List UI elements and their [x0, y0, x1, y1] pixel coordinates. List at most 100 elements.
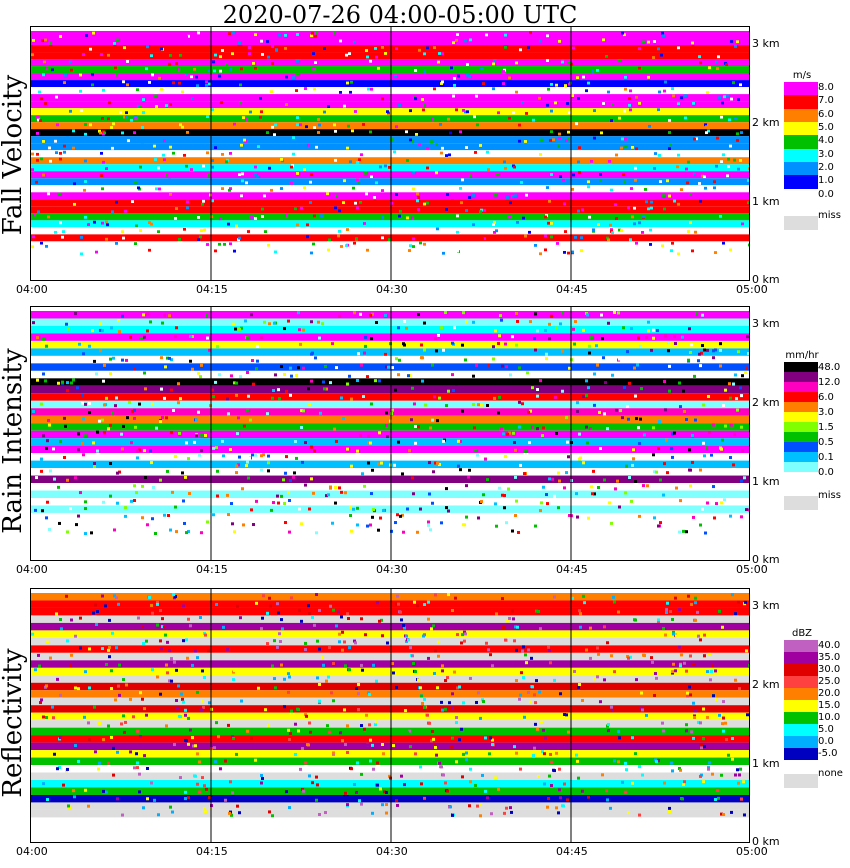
heatmap-cell	[222, 454, 225, 458]
heatmap-cell	[546, 186, 549, 189]
heatmap-cell	[707, 394, 710, 398]
heatmap-cell	[333, 31, 336, 35]
heatmap-cell	[110, 686, 113, 690]
heatmap-cell	[400, 618, 403, 622]
heatmap-cell	[153, 798, 156, 802]
heatmap-cell	[436, 419, 439, 423]
heatmap-cell	[411, 386, 414, 390]
heatmap-cell	[279, 640, 282, 644]
heatmap-cell	[221, 49, 224, 52]
y-tick-label: 3 km	[752, 36, 780, 50]
heatmap-cell	[655, 470, 658, 474]
heatmap-cell	[102, 160, 105, 164]
heatmap-cell	[175, 326, 178, 330]
heatmap-cell	[91, 329, 94, 333]
heatmap-cell	[640, 706, 643, 710]
heatmap-cell	[617, 610, 620, 614]
legend-unit: dBZ	[791, 628, 813, 639]
heatmap-cell	[566, 440, 569, 444]
heatmap-cell	[381, 189, 384, 192]
heatmap-cell	[59, 151, 62, 155]
heatmap-cell	[643, 433, 646, 437]
heatmap-cell	[206, 115, 209, 119]
heatmap-cell	[710, 453, 713, 457]
heatmap-cell	[364, 335, 367, 339]
heatmap-cell	[323, 110, 326, 114]
heatmap-cell	[207, 69, 210, 73]
heatmap-cell	[206, 336, 209, 340]
heatmap-cell	[665, 611, 668, 615]
heatmap-cell	[438, 500, 441, 504]
heatmap-cell	[198, 790, 201, 794]
heatmap-cell	[522, 676, 525, 680]
heatmap-cell	[126, 83, 129, 87]
heatmap-cell	[122, 714, 125, 718]
heatmap-cell	[664, 80, 667, 84]
heatmap-cell	[359, 312, 362, 316]
heatmap-cell	[402, 530, 405, 534]
heatmap-cell	[294, 752, 297, 756]
heatmap-cell	[697, 359, 700, 363]
heatmap-cell	[109, 494, 112, 498]
heatmap-cell	[576, 409, 579, 413]
heatmap-cell	[48, 210, 51, 213]
heatmap-cell	[634, 394, 637, 398]
heatmap-cell	[508, 431, 511, 435]
heatmap-cell	[504, 56, 507, 59]
heatmap-cell	[146, 766, 149, 770]
heatmap-cell	[260, 773, 263, 777]
heatmap-cell	[657, 759, 660, 763]
heatmap-cell	[219, 55, 222, 59]
heatmap-cell	[671, 432, 674, 436]
heatmap-row	[31, 520, 749, 528]
heatmap-row	[31, 438, 749, 446]
heatmap-cell	[568, 513, 571, 517]
heatmap-cell	[249, 418, 252, 422]
heatmap-cell	[501, 493, 504, 497]
heatmap-cell	[254, 453, 257, 457]
heatmap-cell	[687, 358, 690, 362]
heatmap-cell	[115, 241, 118, 245]
heatmap-cell	[442, 773, 445, 777]
heatmap-cell	[338, 486, 341, 490]
heatmap-cell	[734, 373, 737, 377]
heatmap-cell	[477, 691, 480, 695]
heatmap-cell	[151, 73, 154, 77]
heatmap-cell	[661, 244, 664, 248]
heatmap-cell	[273, 321, 276, 325]
heatmap-cell	[247, 74, 250, 77]
heatmap-cell	[671, 769, 674, 773]
heatmap-cell	[632, 448, 635, 452]
heatmap-cell	[273, 677, 276, 681]
heatmap-cell	[155, 105, 158, 108]
heatmap-cell	[456, 230, 459, 234]
heatmap-cell	[544, 736, 547, 740]
heatmap-cell	[589, 626, 592, 630]
heatmap-cell	[143, 335, 146, 339]
heatmap-cell	[427, 520, 430, 524]
heatmap-cell	[579, 625, 582, 629]
heatmap-cell	[399, 610, 402, 614]
heatmap-cell	[458, 738, 461, 742]
heatmap-cell	[204, 810, 207, 814]
heatmap-cell	[304, 713, 307, 717]
heatmap-cell	[200, 708, 203, 712]
heatmap-cell	[264, 708, 267, 712]
heatmap-cell	[114, 698, 117, 702]
heatmap-cell	[42, 782, 45, 786]
heatmap-cell	[469, 767, 472, 771]
legend-miss-label: none	[818, 768, 843, 779]
heatmap-cell	[381, 215, 384, 219]
legend-swatch	[784, 188, 818, 203]
heatmap-cell	[317, 118, 320, 121]
heatmap-cell	[670, 447, 673, 451]
heatmap-cell	[412, 171, 415, 175]
heatmap-cell	[243, 706, 246, 710]
heatmap-cell	[536, 388, 539, 391]
heatmap-cell	[450, 745, 453, 749]
heatmap-cell	[567, 137, 570, 141]
heatmap-cell	[63, 456, 66, 459]
heatmap-cell	[705, 446, 708, 450]
heatmap-cell	[184, 797, 187, 801]
heatmap-cell	[41, 39, 44, 43]
